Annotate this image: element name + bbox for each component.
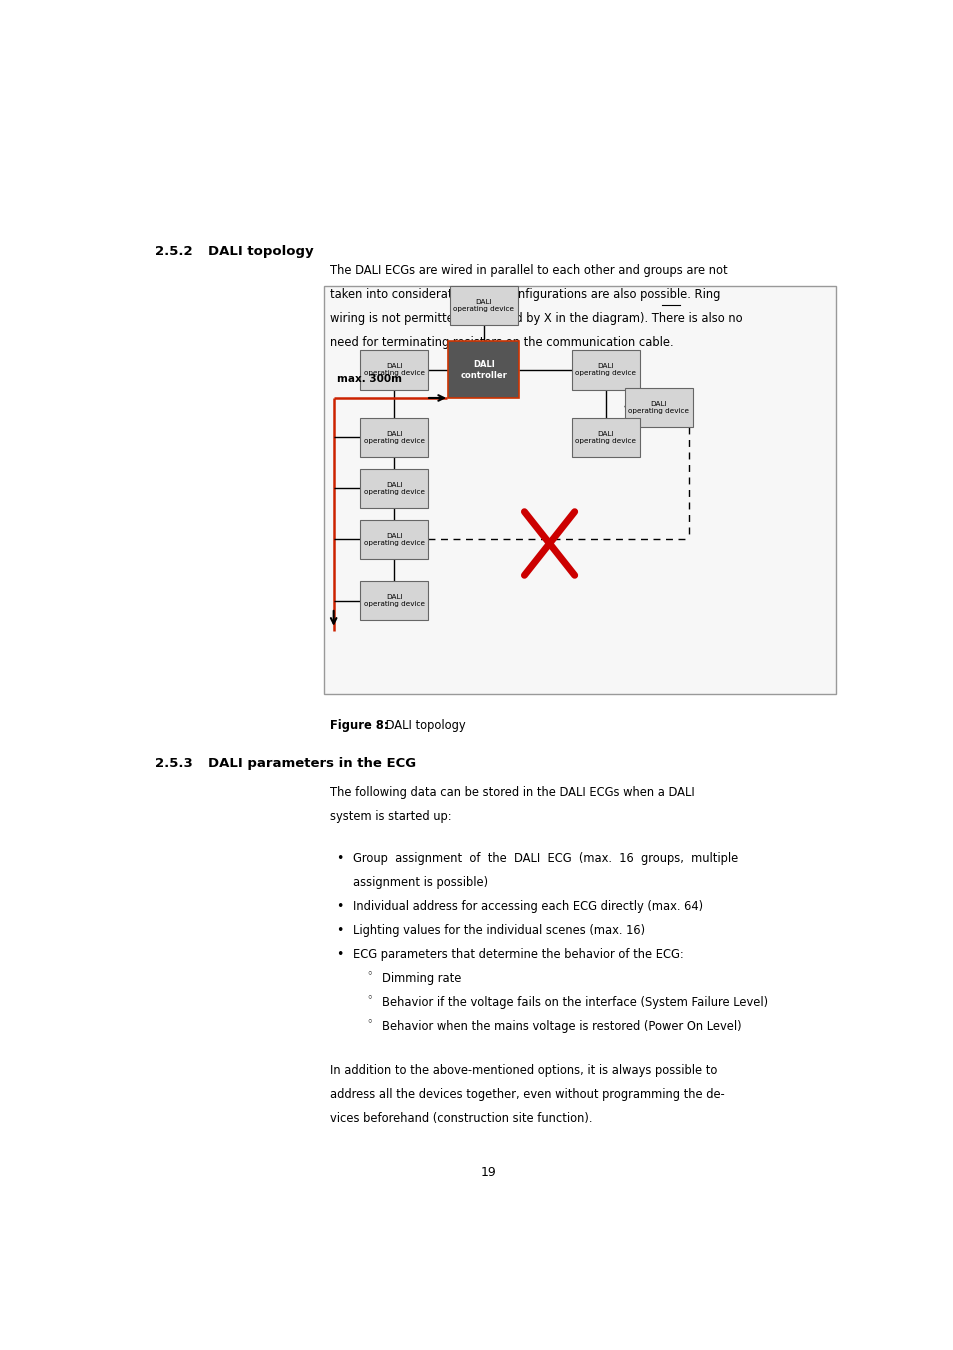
Text: The following data can be stored in the DALI ECGs when a DALI: The following data can be stored in the … <box>330 786 694 799</box>
Text: Individual address for accessing each ECG directly (max. 64): Individual address for accessing each EC… <box>353 900 702 913</box>
Text: DALI topology: DALI topology <box>381 720 465 732</box>
Text: system is started up:: system is started up: <box>330 810 451 822</box>
Text: Lighting values for the individual scenes (max. 16): Lighting values for the individual scene… <box>353 923 644 937</box>
Bar <box>324 286 836 694</box>
Bar <box>571 417 639 458</box>
Text: DALI
operating device: DALI operating device <box>363 363 424 377</box>
Bar <box>360 580 428 621</box>
Text: DALI
operating device: DALI operating device <box>628 401 689 414</box>
Bar <box>448 342 518 398</box>
Text: ◦: ◦ <box>365 994 372 1003</box>
Bar <box>360 520 428 559</box>
Text: taken into consideration. Star configurations are also possible. Ring: taken into consideration. Star configura… <box>330 288 720 301</box>
Text: The DALI ECGs are wired in parallel to each other and groups are not: The DALI ECGs are wired in parallel to e… <box>330 263 727 277</box>
Text: need for terminating resistors on the communication cable.: need for terminating resistors on the co… <box>330 336 673 348</box>
Text: 19: 19 <box>480 1165 497 1179</box>
Text: DALI
controller: DALI controller <box>460 360 507 379</box>
Text: •: • <box>335 852 343 865</box>
Text: •: • <box>335 948 343 961</box>
Bar <box>624 387 692 427</box>
Bar <box>571 350 639 390</box>
Text: DALI parameters in the ECG: DALI parameters in the ECG <box>208 756 416 770</box>
Text: ◦: ◦ <box>365 1018 372 1027</box>
Text: vices beforehand (construction site function).: vices beforehand (construction site func… <box>330 1112 592 1125</box>
Text: address all the devices together, even without programming the de-: address all the devices together, even w… <box>330 1088 724 1102</box>
Text: Behavior when the mains voltage is restored (Power On Level): Behavior when the mains voltage is resto… <box>381 1019 740 1033</box>
Text: DALI
operating device: DALI operating device <box>363 431 424 444</box>
Bar <box>360 417 428 458</box>
Text: 2.5.2: 2.5.2 <box>154 246 193 258</box>
Bar <box>449 286 517 325</box>
Text: 2.5.3: 2.5.3 <box>154 756 193 770</box>
Text: DALI
operating device: DALI operating device <box>363 482 424 495</box>
Text: DALI
operating device: DALI operating device <box>363 533 424 545</box>
Text: Behavior if the voltage fails on the interface (System Failure Level): Behavior if the voltage fails on the int… <box>381 996 767 1008</box>
Text: DALI topology: DALI topology <box>208 246 314 258</box>
Text: ECG parameters that determine the behavior of the ECG:: ECG parameters that determine the behavi… <box>353 948 683 961</box>
Text: wiring is not permitted (indicated by X in the diagram). There is also no: wiring is not permitted (indicated by X … <box>330 312 741 325</box>
Text: DALI
operating device: DALI operating device <box>363 594 424 608</box>
Text: assignment is possible): assignment is possible) <box>353 876 488 890</box>
Text: Dimming rate: Dimming rate <box>381 972 460 984</box>
Text: max. 300m: max. 300m <box>337 374 402 385</box>
Text: Group  assignment  of  the  DALI  ECG  (max.  16  groups,  multiple: Group assignment of the DALI ECG (max. 1… <box>353 852 738 865</box>
Text: DALI
operating device: DALI operating device <box>453 298 514 312</box>
Text: DALI
operating device: DALI operating device <box>575 363 636 377</box>
Bar <box>360 350 428 390</box>
Text: In addition to the above-mentioned options, it is always possible to: In addition to the above-mentioned optio… <box>330 1064 717 1077</box>
Bar <box>360 468 428 508</box>
Text: •: • <box>335 923 343 937</box>
Text: Figure 8:: Figure 8: <box>330 720 388 732</box>
Text: ◦: ◦ <box>365 969 372 980</box>
Text: DALI
operating device: DALI operating device <box>575 431 636 444</box>
Text: •: • <box>335 900 343 913</box>
